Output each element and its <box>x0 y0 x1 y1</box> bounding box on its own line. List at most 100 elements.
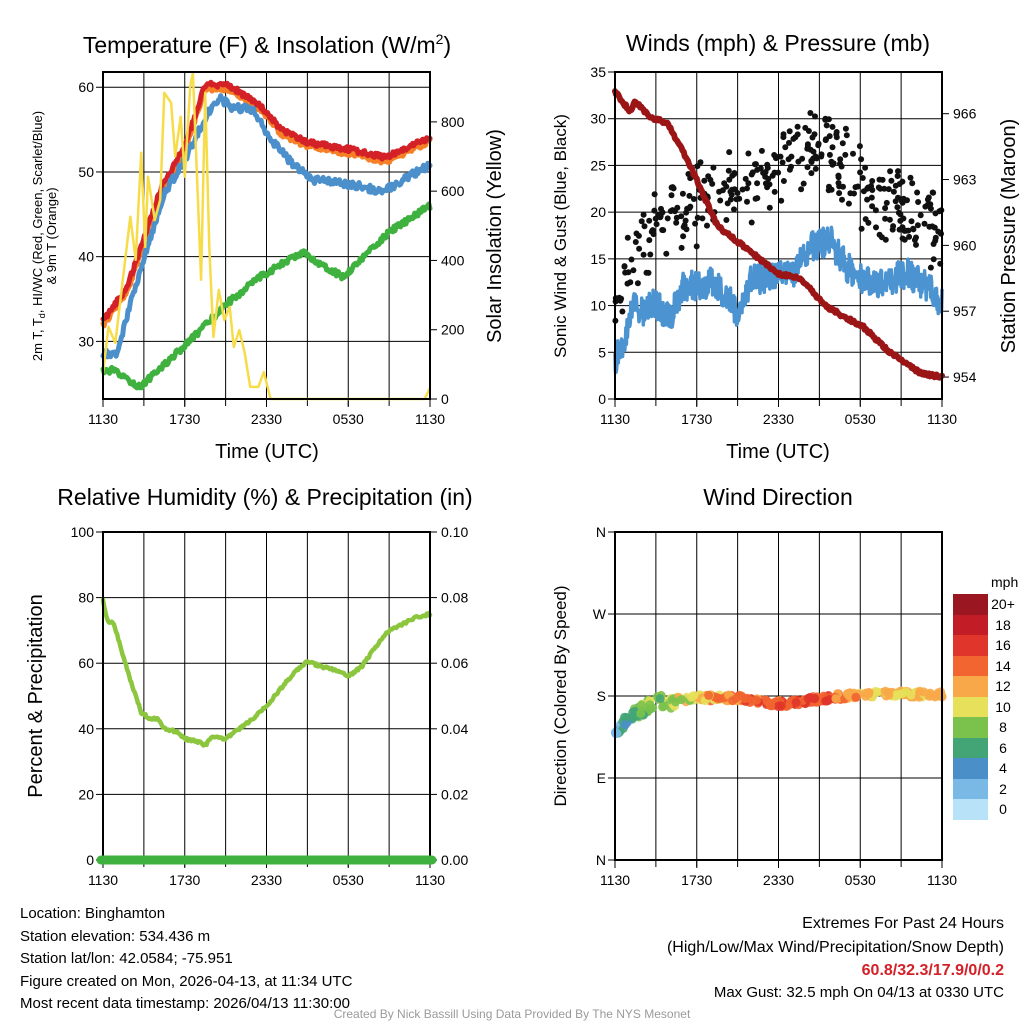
gust-point <box>765 175 772 182</box>
wind-direction-point <box>713 693 722 703</box>
gust-point <box>692 220 699 227</box>
y-tick-label: 20 <box>590 204 606 220</box>
y2-tick-label: 0.10 <box>441 524 468 540</box>
wind-direction-point <box>688 691 698 701</box>
gust-point <box>921 220 928 227</box>
gust-point <box>621 263 628 270</box>
gust-point <box>927 264 934 271</box>
colorbar-label: 16 <box>995 637 1011 653</box>
y2-tick-label: 0.02 <box>441 786 468 802</box>
2m-temperature-line <box>100 79 433 322</box>
wind-direction-point <box>676 695 686 705</box>
y-tick-label: 20 <box>78 786 94 802</box>
gust-point <box>804 164 811 171</box>
gust-point <box>929 223 936 230</box>
gust-point <box>932 237 939 244</box>
gust-point <box>731 206 737 213</box>
gust-point <box>836 190 843 197</box>
x-tick-label: 1730 <box>169 411 200 427</box>
gust-point <box>760 169 767 176</box>
gust-point <box>786 139 792 146</box>
gust-point <box>758 147 765 154</box>
wind-direction-point <box>766 701 776 711</box>
gust-point <box>833 129 840 135</box>
gust-point <box>811 131 818 138</box>
gust-point <box>651 191 658 198</box>
wind-direction-point <box>851 692 861 702</box>
wind-axes: 0 5 10 15 20 25 30 35 954 957 960 963 966 1130 1730 233… <box>590 64 976 427</box>
gust-point <box>664 215 671 222</box>
gust-point <box>680 224 687 230</box>
gust-point <box>669 184 676 191</box>
gust-point <box>822 137 829 144</box>
colorbar-bin: 18 <box>953 614 1023 635</box>
wind-direction-point <box>655 694 665 704</box>
colorbar-swatch <box>953 655 988 676</box>
gust-point <box>859 175 866 181</box>
gust-point <box>663 250 670 257</box>
gust-point <box>915 199 922 205</box>
gust-point <box>800 180 807 187</box>
colorbar-bin: 10 <box>953 696 1023 717</box>
wind-direction-point <box>728 696 737 706</box>
gust-point <box>667 208 674 215</box>
wind-direction-point <box>704 690 714 700</box>
gust-point <box>699 215 706 222</box>
colorbar-bin: 4 <box>953 758 1023 779</box>
wind-direction-point <box>737 691 746 701</box>
gust-point <box>686 192 693 199</box>
wind-direction-point <box>636 709 646 718</box>
rh-y-axis-label: Percent & Precipitation <box>25 594 47 797</box>
gust-point <box>864 185 871 192</box>
wind-direction-point <box>803 693 813 703</box>
temp-plot-frame <box>102 71 431 400</box>
gust-point <box>910 226 917 233</box>
gust-point <box>727 188 734 195</box>
y-tick-label: 40 <box>78 721 94 737</box>
station-pressure-line <box>612 88 945 381</box>
elevation-text: Station elevation: 534.436 m <box>20 927 211 945</box>
gust-point <box>630 267 637 274</box>
gust-point <box>794 131 801 138</box>
y2-tick-label: 0.06 <box>441 655 468 671</box>
gust-point <box>624 234 631 241</box>
extremes-block: Extremes For Past 24 Hours (High/Low/Max… <box>667 915 1004 1001</box>
gust-point <box>900 215 907 222</box>
gust-point <box>659 227 666 233</box>
colorbar-label: 12 <box>995 678 1011 694</box>
y2-tick-label: 0.04 <box>441 721 468 737</box>
gust-point <box>826 133 833 140</box>
colorbar-swatch <box>953 614 988 635</box>
colorbar-swatch <box>953 799 988 820</box>
gust-point <box>752 161 758 168</box>
x-tick-label: 0530 <box>845 872 876 888</box>
y-tick-label: 30 <box>78 333 94 349</box>
gust-point <box>826 151 833 158</box>
gust-point <box>886 216 893 223</box>
gust-point <box>869 187 876 193</box>
gust-point <box>875 184 882 191</box>
gust-point <box>864 196 871 203</box>
gust-point <box>810 155 817 162</box>
colorbar-swatch <box>953 635 988 656</box>
gust-point <box>709 180 716 187</box>
temp-panel-title: Temperature (F) & Insolation (W/m2) <box>83 31 451 58</box>
station-info: Location: Binghamton Station elevation: … <box>20 903 352 1016</box>
gust-point <box>868 194 875 201</box>
colorbar-bin: 0 <box>953 799 1023 820</box>
gust-point <box>907 174 914 181</box>
gust-point <box>794 123 801 130</box>
gust-point <box>652 215 659 222</box>
gust-point <box>779 159 786 166</box>
gust-point <box>782 144 789 151</box>
gust-point <box>693 243 700 250</box>
gust-point <box>830 160 837 167</box>
gust-point <box>742 175 749 182</box>
gust-point <box>904 197 910 204</box>
gust-point <box>823 122 830 129</box>
colorbar-label: 14 <box>995 657 1011 674</box>
gust-point <box>658 205 664 212</box>
x-tick-label: 0530 <box>845 411 876 427</box>
colorbar-bin: 6 <box>953 737 1023 758</box>
gust-point <box>837 156 844 163</box>
